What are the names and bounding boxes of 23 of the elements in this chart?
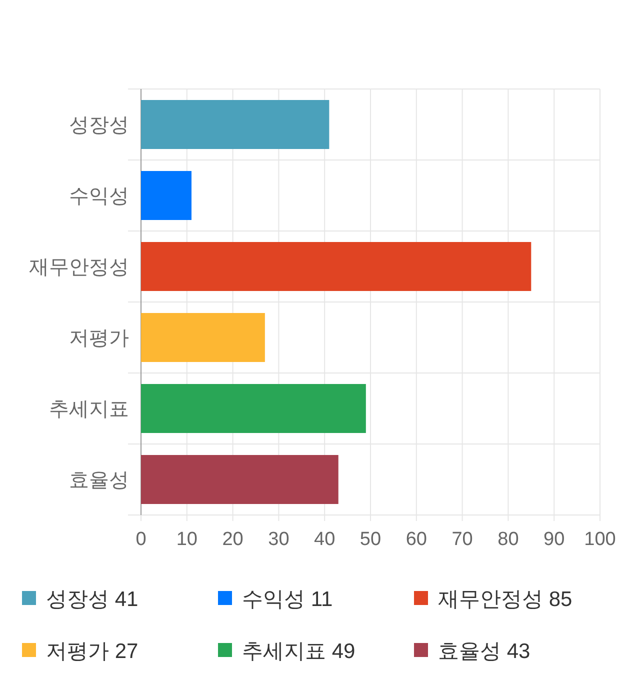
legend-label: 효율성 43 xyxy=(438,640,530,663)
legend-label: 재무안정성 85 xyxy=(438,588,572,611)
x-tick-label: 60 xyxy=(406,529,427,550)
category-label: 추세지표 xyxy=(49,398,129,420)
category-label: 수익성 xyxy=(69,186,129,208)
x-tick-label: 30 xyxy=(268,529,290,550)
x-tick-label: 50 xyxy=(360,529,382,550)
x-tick-label: 90 xyxy=(544,529,565,550)
legend-label: 성장성 41 xyxy=(46,588,138,611)
x-tick-label: 40 xyxy=(314,529,336,550)
x-tick-label: 0 xyxy=(136,529,146,550)
category-label: 재무안정성 xyxy=(29,256,129,278)
x-tick-label: 70 xyxy=(452,529,473,550)
category-label: 저평가 xyxy=(69,328,129,350)
legend-label: 추세지표 49 xyxy=(242,640,356,663)
legend-label: 저평가 27 xyxy=(46,640,138,663)
x-tick-label: 100 xyxy=(584,529,616,550)
category-label: 효율성 xyxy=(69,470,129,492)
x-tick-label: 10 xyxy=(176,529,198,550)
x-tick-label: 20 xyxy=(222,529,244,550)
x-tick-label: 80 xyxy=(498,529,519,550)
legend-label: 수익성 11 xyxy=(242,588,333,611)
category-label: 성장성 xyxy=(69,114,129,136)
